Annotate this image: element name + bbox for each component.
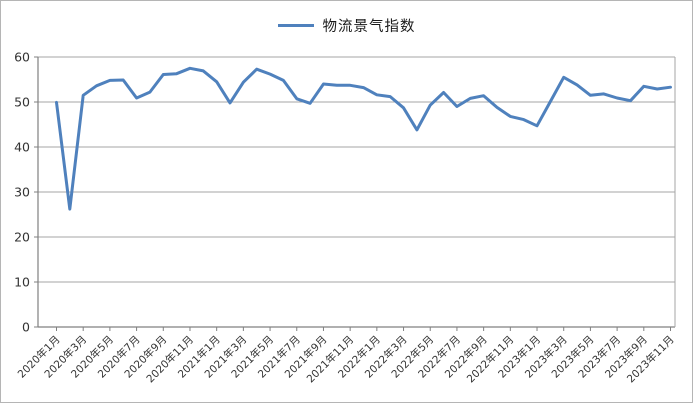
- y-tick-label: 50: [14, 95, 30, 110]
- y-tick-label: 10: [14, 275, 30, 290]
- y-tick-label: 40: [14, 140, 30, 155]
- y-tick-label: 20: [14, 230, 30, 245]
- series-line-lpi: [55, 66, 672, 211]
- y-tick-label: 60: [14, 50, 30, 65]
- y-tick-label: 0: [22, 320, 30, 335]
- y-tick-label: 30: [14, 185, 30, 200]
